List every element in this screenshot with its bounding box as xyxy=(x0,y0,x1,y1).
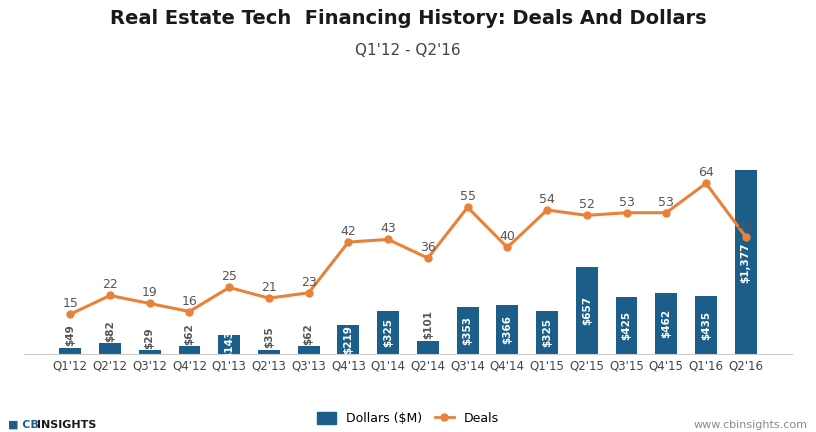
Text: $366: $366 xyxy=(503,315,512,344)
Bar xyxy=(417,341,439,354)
Text: $29: $29 xyxy=(144,327,155,349)
Text: 54: 54 xyxy=(539,193,555,206)
Text: 40: 40 xyxy=(499,230,515,243)
Bar xyxy=(695,296,717,354)
Bar xyxy=(496,305,518,354)
Text: $219: $219 xyxy=(344,325,353,354)
Text: $62: $62 xyxy=(304,323,313,345)
Text: 21: 21 xyxy=(261,281,277,294)
Text: $35: $35 xyxy=(264,327,274,348)
Text: 15: 15 xyxy=(62,297,78,310)
Text: 19: 19 xyxy=(142,286,157,299)
Text: ■ CB: ■ CB xyxy=(8,420,39,430)
Bar xyxy=(655,292,677,354)
Text: $325: $325 xyxy=(542,318,552,347)
Text: $143: $143 xyxy=(224,330,234,359)
Text: 64: 64 xyxy=(698,166,714,179)
Text: $49: $49 xyxy=(65,324,75,346)
Text: www.cbinsights.com: www.cbinsights.com xyxy=(694,420,808,430)
Text: 53: 53 xyxy=(659,196,674,209)
Text: 22: 22 xyxy=(102,279,118,292)
Text: 44: 44 xyxy=(738,220,754,233)
Text: 43: 43 xyxy=(380,222,396,235)
Text: Real Estate Tech  Financing History: Deals And Dollars: Real Estate Tech Financing History: Deal… xyxy=(109,9,707,28)
Bar xyxy=(218,335,240,354)
Text: $425: $425 xyxy=(622,311,632,340)
Text: 25: 25 xyxy=(221,270,237,283)
Text: $353: $353 xyxy=(463,316,472,345)
Bar xyxy=(457,307,478,354)
Text: 23: 23 xyxy=(301,276,317,289)
Bar xyxy=(298,346,320,354)
Bar xyxy=(615,298,637,354)
Text: 52: 52 xyxy=(579,198,595,211)
Text: $101: $101 xyxy=(423,311,432,340)
Bar xyxy=(99,343,121,354)
Text: $325: $325 xyxy=(384,318,393,347)
Text: 36: 36 xyxy=(420,241,436,254)
Bar xyxy=(338,325,359,354)
Bar xyxy=(179,346,201,354)
Text: $1,377: $1,377 xyxy=(741,242,751,283)
Text: $657: $657 xyxy=(582,296,592,325)
Bar xyxy=(258,349,280,354)
Text: 55: 55 xyxy=(459,191,476,203)
Bar xyxy=(576,267,598,354)
Bar xyxy=(536,311,558,354)
Bar xyxy=(139,350,161,354)
Text: INSIGHTS: INSIGHTS xyxy=(37,420,96,430)
Text: $82: $82 xyxy=(105,320,115,342)
Bar xyxy=(60,348,82,354)
Bar xyxy=(377,311,399,354)
Text: $435: $435 xyxy=(701,311,711,340)
Text: $62: $62 xyxy=(184,323,194,345)
Text: 53: 53 xyxy=(619,196,635,209)
Text: 42: 42 xyxy=(340,225,357,238)
Legend: Dollars ($M), Deals: Dollars ($M), Deals xyxy=(313,407,503,430)
Text: $462: $462 xyxy=(661,309,672,338)
Text: 16: 16 xyxy=(182,295,197,308)
Title: Q1'12 - Q2'16: Q1'12 - Q2'16 xyxy=(355,43,461,58)
Bar xyxy=(734,170,756,354)
